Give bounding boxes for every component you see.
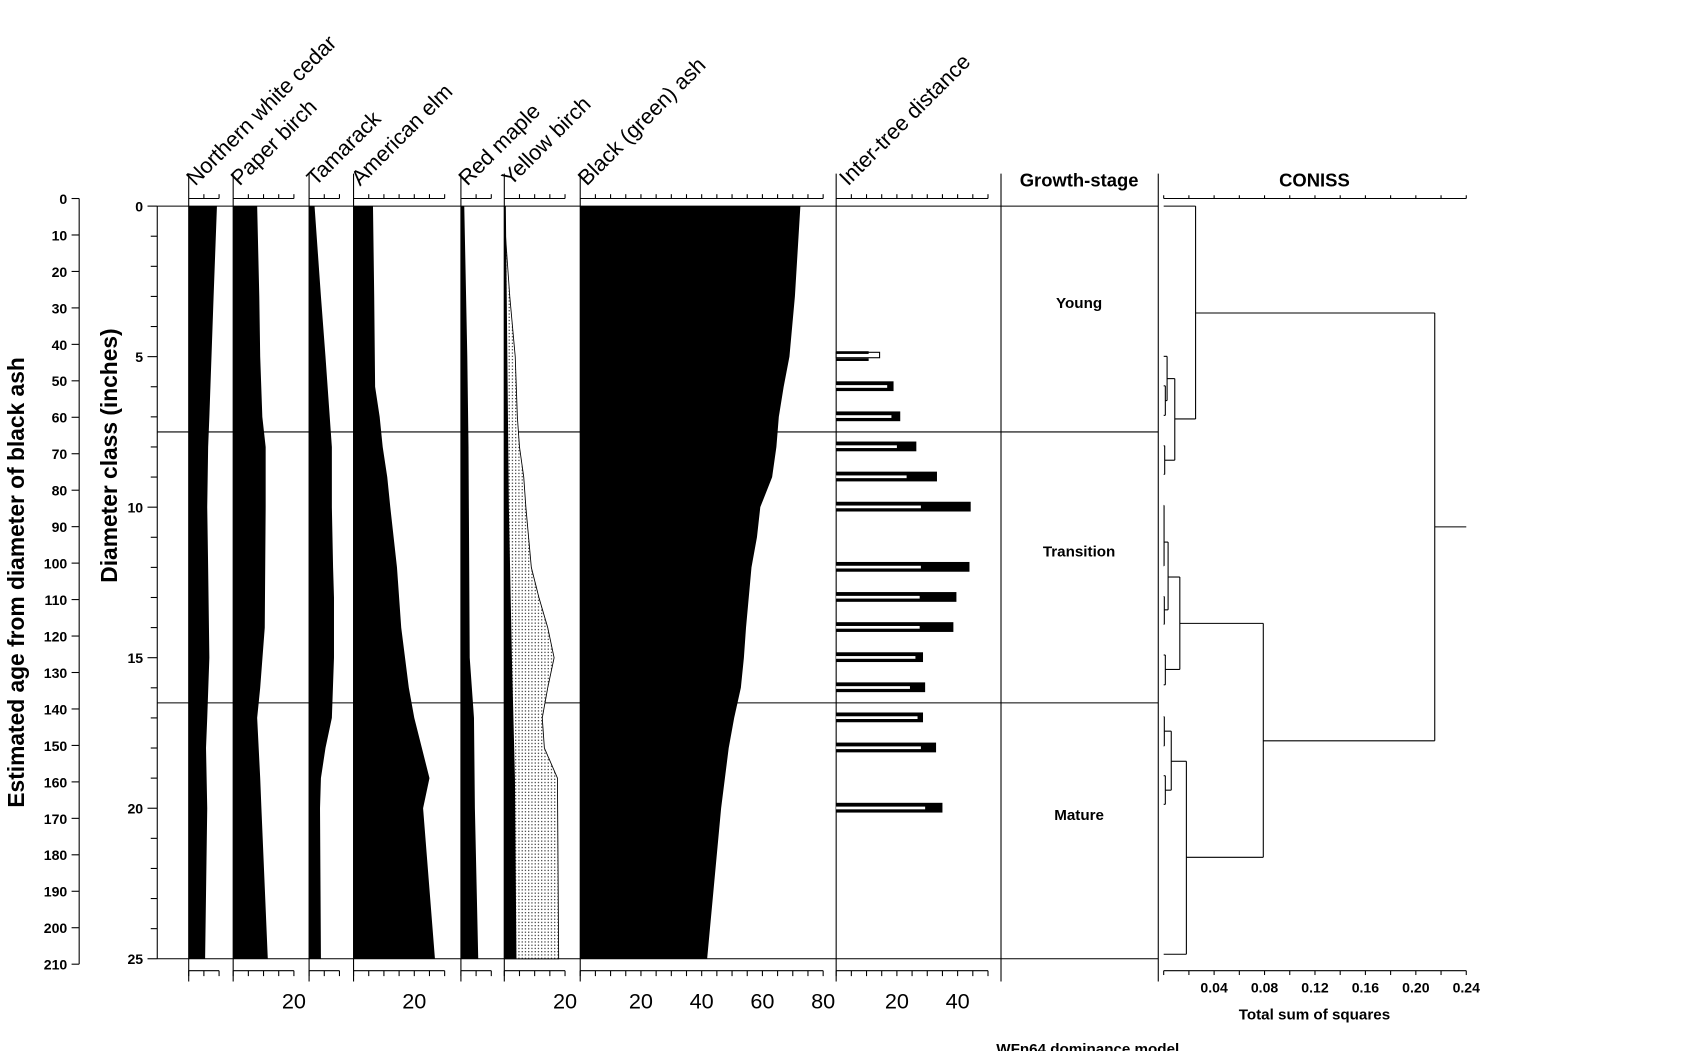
diameter-tick-label: 10 bbox=[127, 500, 143, 516]
inter-tree-bar-inner bbox=[836, 686, 910, 689]
age-tick-label: 110 bbox=[45, 592, 68, 608]
coniss-tick-label: 0.24 bbox=[1453, 979, 1481, 995]
age-tick-label: 200 bbox=[44, 920, 68, 936]
inter-tree-bar-inner bbox=[836, 595, 920, 599]
inter-tree-bar-inner bbox=[836, 716, 918, 719]
inter-tree-bar-inner bbox=[836, 625, 920, 629]
zone-label: Transition bbox=[1043, 544, 1116, 561]
age-tick-label: 100 bbox=[44, 556, 68, 572]
age-tick-label: 140 bbox=[44, 701, 68, 717]
diameter-axis-label: Diameter class (inches) bbox=[96, 328, 122, 582]
age-tick-label: 170 bbox=[44, 811, 68, 827]
age-tick-label: 150 bbox=[44, 738, 68, 754]
coniss-tick-label: 0.20 bbox=[1402, 979, 1430, 995]
age-tick-label: 0 bbox=[59, 191, 67, 207]
inter-tree-bar-inner bbox=[836, 806, 926, 810]
species-area bbox=[580, 206, 801, 959]
age-tick-label: 40 bbox=[52, 337, 68, 353]
inter-tree-bar-inner bbox=[836, 445, 897, 449]
coniss-tick-label: 0.16 bbox=[1352, 979, 1380, 995]
age-tick-label: 120 bbox=[44, 628, 68, 644]
inter-tree-bar bbox=[836, 351, 869, 354]
age-axis-label: Estimated age from diameter of black ash bbox=[3, 357, 29, 807]
age-tick-label: 210 bbox=[44, 957, 68, 973]
age-tick-label: 60 bbox=[52, 410, 68, 426]
diameter-tick-label: 25 bbox=[127, 951, 143, 967]
age-tick-label: 190 bbox=[44, 884, 68, 900]
growth-stage-header: Growth-stage bbox=[1020, 170, 1139, 191]
scale-tick-label: 60 bbox=[750, 989, 774, 1014]
species-area bbox=[504, 206, 517, 959]
diameter-tick-label: 20 bbox=[127, 801, 143, 817]
scale-tick-label: 20 bbox=[282, 989, 306, 1014]
diameter-tick-label: 15 bbox=[127, 650, 143, 666]
scale-tick-label: 40 bbox=[946, 989, 970, 1014]
species-area bbox=[188, 206, 217, 959]
scale-tick-label: 20 bbox=[885, 989, 909, 1014]
inter-tree-bar bbox=[836, 358, 869, 361]
inter-tree-bar-inner bbox=[836, 415, 892, 418]
species-area bbox=[353, 206, 435, 959]
inter-tree-bar-inner bbox=[836, 475, 907, 479]
zone-label: Mature bbox=[1054, 807, 1104, 824]
age-tick-label: 20 bbox=[52, 264, 68, 280]
inter-tree-bar-inner bbox=[836, 385, 888, 388]
age-tick-label: 160 bbox=[44, 774, 68, 790]
species-area bbox=[460, 206, 479, 959]
scale-tick-label: 20 bbox=[402, 989, 426, 1014]
age-tick-label: 30 bbox=[52, 300, 68, 316]
scale-tick-label: 20 bbox=[629, 989, 653, 1014]
scale-tick-label: 40 bbox=[690, 989, 714, 1014]
inter-tree-bar-inner bbox=[836, 505, 921, 509]
coniss-header: CONISS bbox=[1279, 170, 1350, 191]
species-area bbox=[233, 206, 268, 959]
species-label: Black (green) ash bbox=[573, 52, 711, 190]
age-tick-label: 70 bbox=[52, 446, 68, 462]
inter-tree-bar-inner bbox=[836, 565, 921, 569]
coniss-tick-label: 0.04 bbox=[1200, 979, 1228, 995]
coniss-tick-label: 0.12 bbox=[1301, 979, 1329, 995]
inter-tree-bar-inner bbox=[836, 656, 916, 659]
age-tick-label: 50 bbox=[52, 373, 68, 389]
age-tick-label: 80 bbox=[52, 483, 68, 499]
age-tick-label: 130 bbox=[44, 665, 68, 681]
diameter-tick-label: 5 bbox=[135, 349, 143, 365]
scale-tick-label: 80 bbox=[811, 989, 835, 1014]
footer-label: WFn64 dominance model bbox=[996, 1041, 1179, 1051]
species-area bbox=[309, 206, 334, 959]
inter-tree-header: Inter-tree distance bbox=[834, 49, 975, 190]
inter-tree-bar-inner bbox=[836, 746, 921, 750]
scale-tick-label: 20 bbox=[553, 989, 577, 1014]
age-tick-label: 90 bbox=[52, 519, 68, 535]
coniss-tick-label: 0.08 bbox=[1251, 979, 1279, 995]
coniss-xlabel: Total sum of squares bbox=[1239, 1006, 1390, 1023]
diameter-tick-label: 0 bbox=[135, 199, 143, 215]
exaggerated-area bbox=[503, 206, 560, 960]
age-tick-label: 180 bbox=[44, 847, 68, 863]
zone-label: Young bbox=[1056, 295, 1102, 312]
age-tick-label: 10 bbox=[52, 227, 68, 243]
